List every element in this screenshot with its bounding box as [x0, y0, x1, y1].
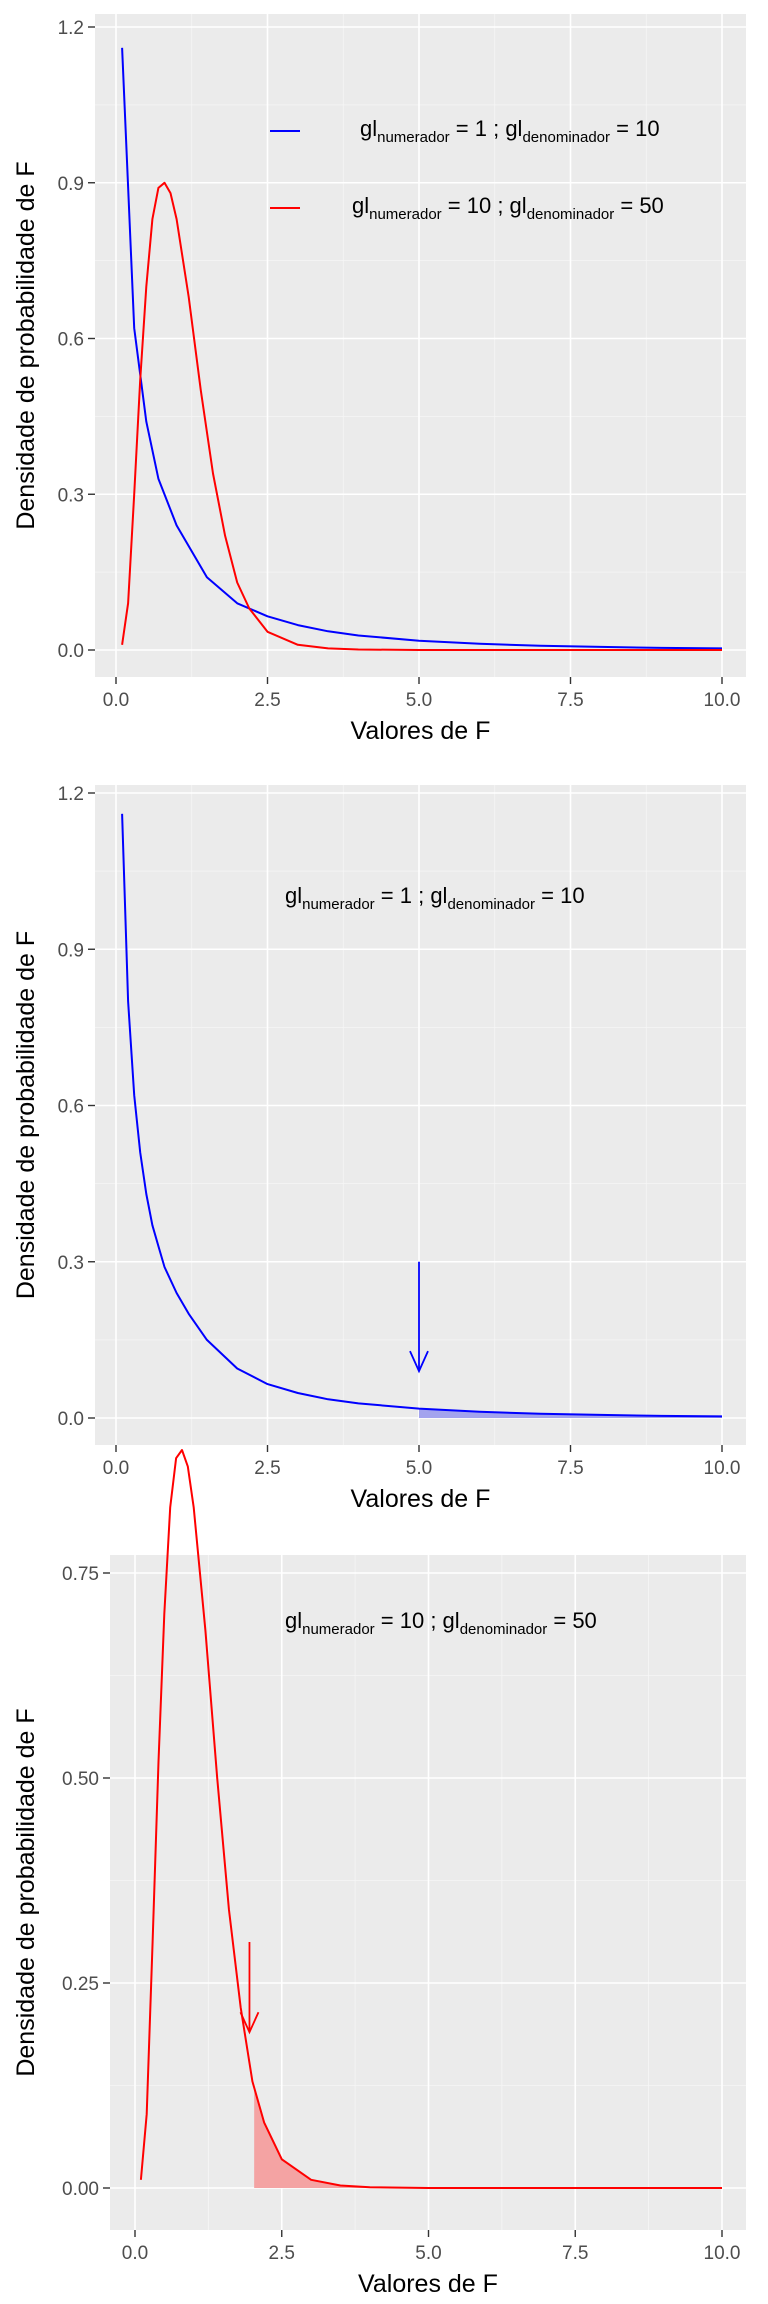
x-tick-label: 5.0 — [415, 2243, 441, 2264]
y-tick-label: 1.2 — [58, 784, 84, 805]
y-tick-label: 0.6 — [58, 330, 84, 351]
series-line-1 — [139, 1449, 722, 2189]
arrow-head — [239, 2011, 260, 2035]
series-line-2 — [121, 181, 722, 651]
x-tick-label: 0.0 — [103, 1458, 129, 1479]
x-tick-label: 0.0 — [103, 690, 129, 711]
y-tick-label: 0.3 — [58, 485, 84, 506]
series-line-1 — [121, 47, 723, 650]
chart-panel-3: 0.0 2.5 5.0 7.5 10.0 0.00 0.25 0.50 0.75 Valores … — [12, 1449, 746, 2298]
y-tick-label: 0.0 — [58, 641, 84, 662]
x-axis-title: Valores de F — [351, 1485, 491, 1513]
y-tick-label: 0.25 — [62, 1974, 99, 1995]
x-tick-label: 5.0 — [406, 690, 432, 711]
y-tick-label: 0.3 — [58, 1253, 84, 1274]
y-tick-label: 1.2 — [58, 18, 84, 39]
x-tick-label: 7.5 — [557, 690, 583, 711]
arrow-head — [409, 1350, 429, 1374]
x-tick-label: 7.5 — [562, 2243, 588, 2264]
y-tick-label: 0.50 — [62, 1769, 99, 1790]
legend-label-2: glnumerador = 10 ; gldenominador = 50 — [352, 193, 664, 223]
x-tick-label: 10.0 — [704, 690, 741, 711]
y-tick-label: 0.9 — [58, 940, 84, 961]
y-tick-label: 0.0 — [58, 1409, 84, 1430]
y-axis-title: Densidade de probabilidade de F — [12, 931, 40, 1299]
shaded-area — [254, 2087, 722, 2188]
x-tick-label: 10.0 — [704, 2243, 741, 2264]
y-tick-label: 0.00 — [62, 2179, 99, 2200]
x-axis-title: Valores de F — [351, 717, 491, 745]
plot-background — [95, 14, 746, 677]
legend-label-1: glnumerador = 1 ; gldenominador = 10 — [360, 116, 660, 146]
chart-panel-1: 0.0 2.5 5.0 7.5 10.0 0.0 0.3 0.6 0.9 1.2 Valores d… — [12, 14, 746, 745]
x-tick-label: 7.5 — [557, 1458, 583, 1479]
chart-panel-2: 0.0 2.5 5.0 7.5 10.0 0.0 0.3 0.6 0.9 1.2 Valores d… — [12, 784, 746, 1513]
y-axis-title: Densidade de probabilidade de F — [12, 161, 40, 529]
x-tick-label: 2.5 — [269, 2243, 295, 2264]
distribution-label: glnumerador = 10 ; gldenominador = 50 — [285, 1608, 597, 1638]
distribution-label: glnumerador = 1 ; gldenominador = 10 — [285, 883, 585, 913]
x-axis-title: Valores de F — [358, 2270, 498, 2298]
x-tick-label: 2.5 — [254, 690, 280, 711]
x-tick-label: 0.0 — [122, 2243, 148, 2264]
y-tick-label: 0.6 — [58, 1097, 84, 1118]
series-line-1 — [121, 813, 723, 1418]
y-axis-title: Densidade de probabilidade de F — [12, 1708, 40, 2076]
y-tick-label: 0.75 — [62, 1564, 99, 1585]
x-tick-label: 2.5 — [254, 1458, 280, 1479]
y-tick-label: 0.9 — [58, 174, 84, 195]
x-tick-label: 10.0 — [704, 1458, 741, 1479]
x-tick-label: 5.0 — [406, 1458, 432, 1479]
